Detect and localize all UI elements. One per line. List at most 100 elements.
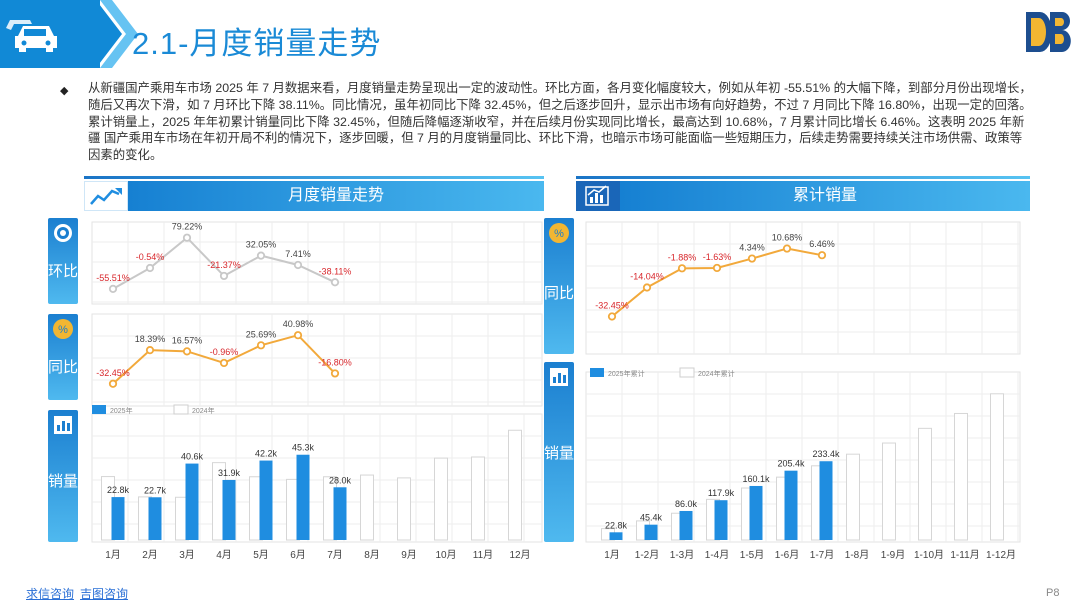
cum-yoy-data-label: -32.45% — [595, 300, 629, 310]
cum-sales-legend-swatch-prev — [679, 367, 695, 378]
cum-sales-bar-prev — [990, 393, 1004, 541]
percent-icon: % — [53, 319, 73, 339]
mom-data-label: 32.05% — [246, 240, 277, 250]
sales-tick-label: 8月 — [364, 549, 380, 561]
cum-yoy-data-label: 6.46% — [809, 239, 835, 249]
sales-bar-prev — [360, 474, 374, 541]
side-tab-yoy: % 同比 — [48, 314, 78, 400]
sales-tick-label: 4月 — [216, 549, 232, 561]
side-tab-sales: 销量 — [48, 410, 78, 542]
sales-data-label: 28.0k — [329, 475, 352, 485]
yoy-data-label: 25.69% — [246, 329, 277, 339]
sales-data-label: 22.7k — [144, 485, 167, 495]
chart-growth-icon — [576, 181, 620, 211]
sales-bar-current — [333, 487, 347, 540]
sales-tick-label: 11月 — [473, 549, 493, 561]
cum-sales-bar-prev — [918, 427, 932, 541]
cum-sales-bar-prev — [882, 442, 896, 541]
mom-data-label: -55.51% — [96, 273, 130, 283]
cum-sales-data-label: 205.4k — [777, 459, 805, 469]
cum-sales-legend-swatch-current — [590, 368, 604, 377]
side-tab-cum-yoy: % 同比 — [544, 218, 574, 354]
cum-sales-tick-label: 1-8月 — [845, 549, 869, 561]
yoy-data-label: 16.57% — [172, 335, 203, 345]
mom-point — [330, 278, 340, 287]
bullet-icon: ◆ — [60, 85, 69, 97]
mom-point — [293, 260, 303, 270]
mom-data-label: -38.11% — [319, 266, 352, 276]
cum-sales-bar-prev — [954, 412, 968, 541]
page-title: 2.1-月度销量走势 — [132, 26, 382, 61]
mom-data-label: -0.54% — [136, 252, 165, 262]
sales-bar-prev — [471, 456, 485, 541]
bar-chart-icon — [550, 368, 568, 386]
svg-text:%: % — [554, 228, 564, 240]
cum-sales-data-label: 45.4k — [640, 513, 663, 523]
mom-data-label: 7.41% — [285, 249, 311, 259]
cum-sales-tick-label: 1-2月 — [635, 549, 659, 561]
yoy-data-label: 18.39% — [135, 334, 166, 344]
yoy-point — [219, 358, 229, 368]
sales-legend-label-current: 2025年 — [110, 406, 133, 415]
cum-yoy-point — [642, 283, 652, 292]
footer-links: 求信咨询 吉图咨询 — [26, 585, 134, 602]
sales-plot-area — [91, 413, 543, 543]
sales-tick-label: 1月 — [105, 549, 121, 561]
yoy-point — [145, 346, 155, 355]
cum-yoy-point — [817, 251, 827, 260]
cum-sales-bar-current — [784, 470, 798, 540]
sales-tick-label: 3月 — [179, 549, 195, 561]
sales-tick-label: 9月 — [401, 549, 417, 561]
yoy-point — [256, 341, 266, 350]
footer-link-qiuxin[interactable]: 求信咨询 — [26, 587, 75, 601]
mom-point — [219, 271, 229, 281]
cum-sales-tick-label: 1-12月 — [986, 549, 1016, 561]
cum-sales-bar-current — [819, 461, 833, 540]
footer-link-jitu[interactable]: 吉图咨询 — [80, 587, 129, 601]
car-icon — [6, 20, 57, 52]
sales-bar-current — [185, 463, 199, 540]
cum-sales-tick-label: 1月 — [604, 549, 620, 561]
sales-bar-current — [259, 460, 273, 540]
yoy-data-label: -0.96% — [210, 347, 239, 357]
cum-yoy-data-label: -1.63% — [703, 252, 732, 262]
sales-data-label: 42.2k — [255, 449, 278, 459]
cum-yoy-data-label: 4.34% — [739, 243, 765, 253]
sales-tick-label: 6月 — [290, 549, 306, 561]
sales-tick-label: 7月 — [327, 549, 343, 561]
cum-sales-bar-current — [679, 510, 693, 540]
cum-sales-bar-current — [644, 524, 658, 540]
cum-sales-legend-label-current: 2025年累计 — [608, 369, 645, 378]
yoy-point — [293, 331, 303, 340]
yoy-data-label: 40.98% — [283, 319, 314, 329]
cum-yoy-point — [607, 312, 617, 321]
sales-tick-label: 10月 — [435, 549, 456, 561]
right-banner-title: 累计销量 — [620, 181, 1030, 211]
left-banner-line — [84, 176, 544, 179]
sales-bar-prev — [508, 429, 522, 541]
cum-sales-data-label: 117.9k — [708, 488, 735, 498]
cum-sales-data-label: 22.8k — [605, 520, 628, 530]
sales-data-label: 31.9k — [218, 468, 241, 478]
yoy-plot-area — [91, 313, 543, 407]
percent-icon: % — [549, 223, 569, 243]
cum-yoy-data-label: -14.04% — [630, 271, 664, 281]
cum-sales-tick-label: 1-5月 — [740, 549, 764, 561]
cum-sales-tick-label: 1-10月 — [914, 549, 944, 561]
right-banner-line — [576, 176, 1030, 179]
cum-sales-tick-label: 1-6月 — [775, 549, 799, 561]
side-label-mom: 环比 — [48, 263, 79, 280]
cum-sales-data-label: 160.1k — [742, 474, 770, 484]
svg-text:%: % — [58, 324, 68, 336]
cum-sales-data-label: 86.0k — [675, 499, 698, 509]
yoy-point — [330, 369, 340, 378]
header-badge-shape — [0, 0, 138, 68]
cum-sales-bar-prev — [846, 453, 860, 541]
sales-bar-prev — [397, 477, 411, 541]
yoy-data-label: -32.45% — [96, 368, 130, 378]
side-label-yoy: 同比 — [48, 359, 79, 376]
side-label-sales: 销量 — [48, 473, 79, 490]
mom-point — [256, 251, 266, 260]
sales-bar-prev — [434, 457, 448, 541]
